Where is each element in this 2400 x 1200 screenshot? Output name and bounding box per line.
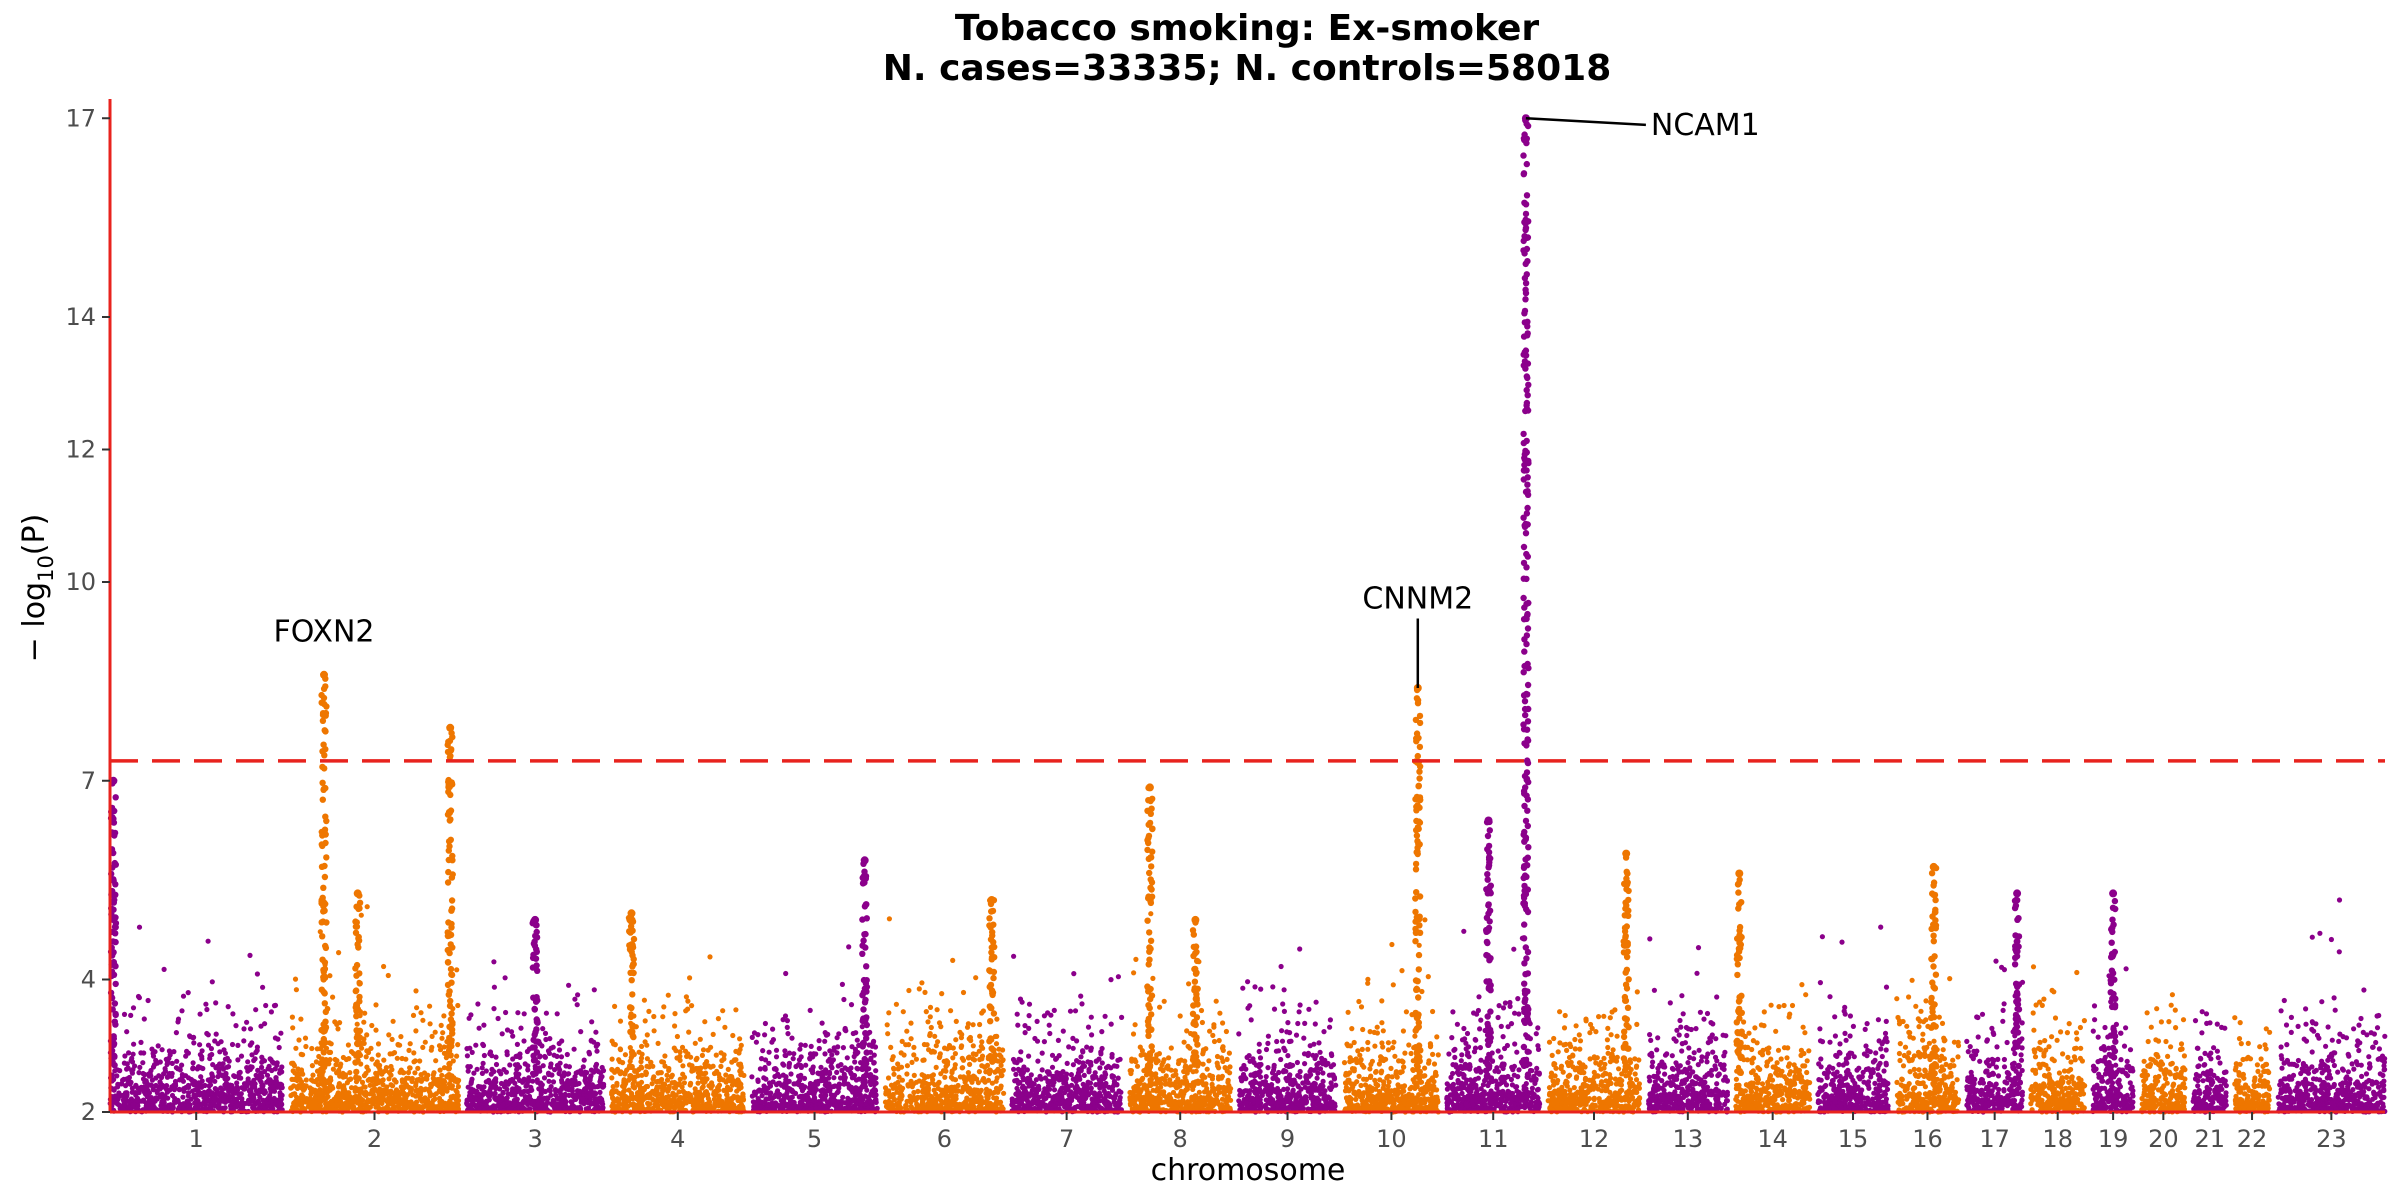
peak-chr14-13 (1733, 869, 1746, 1077)
peak-chr16-14 (1928, 862, 1940, 1082)
x-tick-label-chr9: 9 (1280, 1125, 1295, 1153)
x-tick-label-chr12: 12 (1579, 1125, 1610, 1153)
gene-annotations: FOXN2 CNNM2 NCAM1 (273, 108, 1760, 688)
x-tick-label-chr5: 5 (807, 1125, 822, 1153)
peak-chr2-1 (352, 889, 364, 1082)
x-tick-label-chr2: 2 (367, 1125, 382, 1153)
x-axis-title: chromosome (1151, 1153, 1346, 1188)
chromosome-13-points (1646, 936, 1730, 1115)
chart-title-line-1: Tobacco smoking: Ex-smoker (955, 8, 1540, 49)
y-tick-label: 2 (81, 1098, 96, 1126)
chromosome-20-points (2139, 992, 2188, 1115)
gene-label-cnnm2: CNNM2 (1362, 582, 1473, 617)
chromosome-17-points (1964, 958, 2026, 1115)
y-tick-label: 17 (65, 104, 96, 132)
peak-chr6-6 (986, 896, 998, 1074)
y-tick-label: 12 (65, 436, 96, 464)
chromosome-18-points (2028, 964, 2088, 1115)
x-tick-label-chr4: 4 (670, 1125, 685, 1153)
chromosome-11-points (1444, 928, 1543, 1115)
y-axis-title-sub: 10 (34, 555, 58, 582)
peak-chr10-9 (1412, 684, 1424, 1076)
y-axis-title-main: − log (17, 582, 52, 662)
chromosome-21-points (2190, 1009, 2229, 1115)
gene-label-ncam1: NCAM1 (1651, 108, 1760, 143)
x-tick-label-chr23: 23 (2316, 1125, 2347, 1153)
y-tick-label: 10 (65, 568, 96, 596)
chromosome-16-points (1894, 976, 1962, 1115)
peak-chr11-10 (1520, 114, 1532, 1081)
x-tick-label-chr3: 3 (527, 1125, 542, 1153)
peak-chr8-8 (1189, 915, 1201, 1068)
x-tick-label-chr11: 11 (1478, 1125, 1509, 1153)
x-tick-label-chr15: 15 (1838, 1125, 1869, 1153)
peak-chr11-11 (1483, 816, 1495, 1082)
x-tick-label-chr17: 17 (1979, 1125, 2010, 1153)
x-tick-label-chr18: 18 (2042, 1125, 2073, 1153)
gene-label-foxn2: FOXN2 (273, 615, 374, 650)
chromosome-22-points (2232, 1015, 2273, 1115)
chromosome-2-points (288, 904, 462, 1115)
x-tick-label-chr16: 16 (1912, 1125, 1943, 1153)
x-tick-label-chr14: 14 (1757, 1125, 1788, 1153)
x-tick-label-chr19: 19 (2098, 1125, 2129, 1153)
chromosome-15-points (1815, 924, 1891, 1115)
x-tick-label-chr13: 13 (1673, 1125, 1704, 1153)
chromosome-6-points (882, 916, 1007, 1115)
y-axis-title: − log10(P) (17, 514, 58, 663)
chromosome-5-points (749, 944, 880, 1115)
chromosome-1-points (107, 924, 285, 1115)
peak-chr4-4 (625, 909, 638, 1082)
x-tick-label-chr1: 1 (189, 1125, 204, 1153)
x-tick-label-chr7: 7 (1059, 1125, 1074, 1153)
y-tick-label: 7 (81, 767, 96, 795)
chromosome-9-points (1236, 946, 1339, 1115)
chart-title-line-2: N. cases=33335; N. controls=58018 (883, 48, 1612, 89)
chromosome-3-points (464, 959, 607, 1115)
x-tick-label-chr22: 22 (2237, 1125, 2268, 1153)
chromosome-8-points (1127, 911, 1234, 1115)
peak-chr19-16 (2107, 889, 2119, 1078)
y-tick-label: 14 (65, 303, 96, 331)
y-axis-title-tail: (P) (17, 514, 52, 556)
peak-chr12-12 (1620, 849, 1632, 1074)
peak-chr3-3 (529, 915, 541, 1077)
chromosome-10-points (1341, 917, 1441, 1115)
chromosome-12-points (1545, 989, 1643, 1115)
x-tick-label-chr8: 8 (1173, 1125, 1188, 1153)
peak-chr17-15 (2011, 889, 2023, 1083)
x-tick-label-chr10: 10 (1376, 1125, 1407, 1153)
peak-chr8-7 (1144, 783, 1156, 1078)
chromosome-14-points (1733, 982, 1813, 1115)
gene-label-connector (1525, 116, 1646, 127)
data-points (107, 114, 2388, 1115)
x-tick-label-chr20: 20 (2148, 1125, 2179, 1153)
y-tick-label: 4 (81, 966, 96, 994)
chromosome-23-points (2275, 897, 2388, 1115)
peak-chr2-2 (444, 723, 456, 1080)
peak-chr2-0 (318, 670, 330, 1076)
chromosome-7-points (1009, 953, 1125, 1115)
x-tick-label-chr21: 21 (2195, 1125, 2226, 1153)
x-tick-label-chr6: 6 (937, 1125, 952, 1153)
peak-chr5-5 (859, 856, 871, 1079)
